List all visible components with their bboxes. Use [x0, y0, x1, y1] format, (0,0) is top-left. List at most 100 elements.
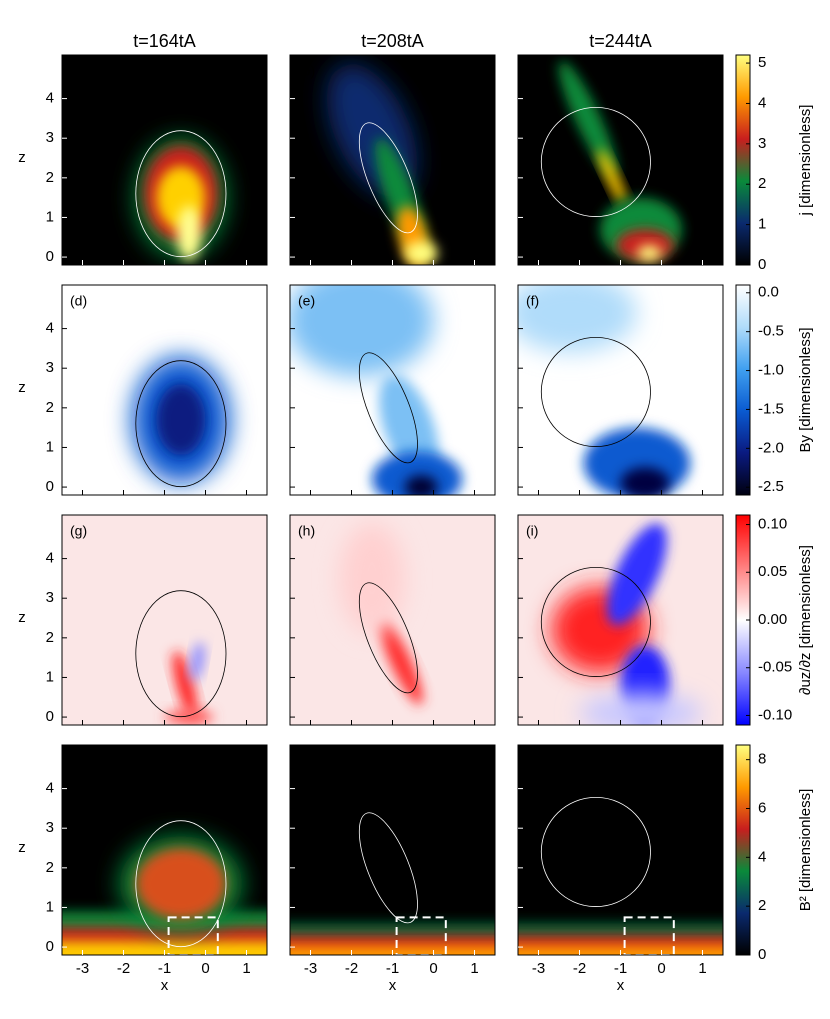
colorbar-tick-label: 0.05: [758, 563, 787, 580]
colorbar-tick-label: -2.5: [758, 478, 784, 495]
panel-label: (d): [70, 293, 87, 309]
panel: (k): [289, 744, 496, 956]
z-tick-label: 4: [46, 780, 54, 797]
x-tick-label: -2: [345, 960, 358, 977]
z-tick-label: 0: [46, 708, 54, 725]
panel: (b): [289, 54, 496, 266]
x-tick-label: -1: [158, 960, 171, 977]
colorbar-tick-label: -2.0: [758, 439, 784, 456]
x-axis-label: x: [389, 977, 397, 994]
colorbar-tick-label: 0.10: [758, 516, 787, 533]
contour: [135, 130, 227, 258]
colorbar-tick-label: 0.0: [758, 284, 779, 301]
field-blob: [190, 642, 205, 682]
field-blob: [135, 848, 226, 920]
panel-label: (b): [298, 63, 315, 79]
colorbar-tick-label: 2: [758, 897, 766, 914]
x-tick-label: 1: [698, 960, 706, 977]
colorbar-label: ∂uz/∂z [dimensionless]: [797, 545, 814, 695]
colorbar-tick-label: -1.5: [758, 400, 784, 417]
panel: (g): [61, 514, 268, 726]
colorbar-tick-label: 8: [758, 751, 766, 768]
panel-label: (j): [70, 753, 82, 769]
colorbar-tick-label: 5: [758, 54, 766, 71]
z-tick-label: 2: [46, 859, 54, 876]
field-bg: [62, 515, 267, 725]
x-tick-label: -1: [386, 960, 399, 977]
field-blob: [404, 475, 438, 495]
contour: [540, 336, 651, 447]
column-title: t=208tA: [361, 31, 424, 51]
x-tick-label: -2: [573, 960, 586, 977]
field: [518, 285, 723, 495]
panel: (d): [61, 284, 268, 496]
z-tick-label: 4: [46, 320, 54, 337]
field-blob: [372, 451, 463, 495]
contour: [135, 820, 227, 948]
x-tick-label: -3: [304, 960, 317, 977]
contour: [358, 582, 418, 694]
field-blob: [156, 384, 206, 456]
contour: [135, 360, 227, 488]
field: [62, 285, 267, 495]
colorbar: [735, 744, 751, 956]
x-tick-label: -3: [532, 960, 545, 977]
field-blob: [290, 285, 434, 377]
z-tick-label: 0: [46, 478, 54, 495]
x-tick-label: -3: [76, 960, 89, 977]
x-tick-label: 0: [201, 960, 209, 977]
contour: [540, 566, 651, 677]
x-tick-label: -2: [117, 960, 130, 977]
panel: (j): [61, 744, 268, 956]
panel-label: (c): [526, 63, 542, 79]
z-axis-label: z: [18, 379, 26, 396]
colorbar-tick-label: 0.00: [758, 611, 787, 628]
field: [62, 745, 267, 955]
panel-label: (i): [526, 523, 538, 539]
z-tick-label: 1: [46, 208, 54, 225]
field: [518, 55, 723, 265]
panel: (c): [517, 54, 724, 266]
contour: [540, 796, 651, 907]
panel: (l): [517, 744, 724, 956]
panel-label: (k): [298, 753, 314, 769]
field: [290, 285, 495, 495]
z-tick-label: 0: [46, 938, 54, 955]
colorbar-tick-label: 6: [758, 799, 766, 816]
column-title: t=244tA: [589, 31, 652, 51]
column-title: t=164tA: [133, 31, 196, 51]
z-tick-label: 1: [46, 898, 54, 915]
x-tick-label: 0: [429, 960, 437, 977]
z-tick-label: 2: [46, 629, 54, 646]
field-blob: [164, 709, 214, 725]
colorbar-tick-label: -1.0: [758, 362, 784, 379]
z-tick-label: 3: [46, 129, 54, 146]
field-bg: [518, 745, 723, 955]
z-tick-label: 0: [46, 248, 54, 265]
contour: [358, 812, 418, 924]
z-tick-label: 2: [46, 169, 54, 186]
z-tick-label: 1: [46, 668, 54, 685]
z-tick-label: 1: [46, 438, 54, 455]
panel: (a): [61, 54, 268, 266]
field-blob: [176, 205, 202, 262]
field: [290, 55, 495, 265]
field: [62, 515, 267, 725]
field-blob: [597, 148, 627, 207]
field-blob: [558, 60, 617, 177]
colorbar-tick-label: 2: [758, 175, 766, 192]
field-band: [62, 941, 267, 955]
colorbar: [735, 284, 751, 496]
x-tick-label: 1: [242, 960, 250, 977]
selection-box: [623, 916, 675, 955]
field-blob: [339, 522, 405, 634]
panel-label: (a): [70, 63, 87, 79]
panel-label: (f): [526, 293, 539, 309]
x-tick-label: 1: [470, 960, 478, 977]
contour: [540, 106, 651, 217]
field-blob: [518, 285, 637, 353]
colorbar-tick-label: -0.5: [758, 323, 784, 340]
panel: (e): [289, 284, 496, 496]
field-blob: [172, 650, 198, 720]
panel-label: (e): [298, 293, 315, 309]
